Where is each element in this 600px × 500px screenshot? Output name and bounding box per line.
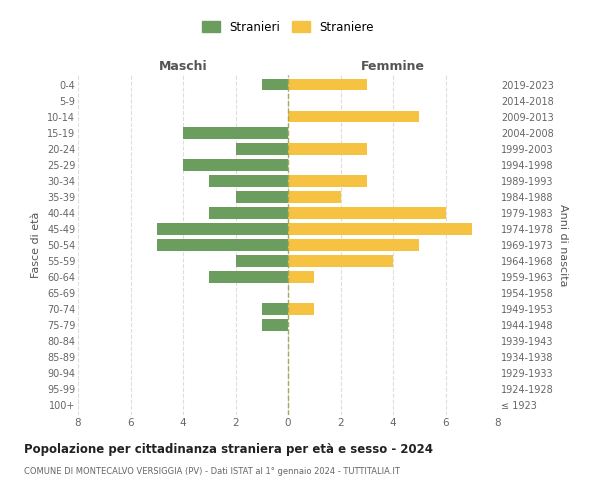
Text: Maschi: Maschi	[158, 60, 208, 74]
Bar	[262, 320, 288, 331]
Bar	[288, 223, 472, 234]
Bar	[209, 207, 288, 218]
Bar	[288, 79, 367, 90]
Text: COMUNE DI MONTECALVO VERSIGGIA (PV) - Dati ISTAT al 1° gennaio 2024 - TUTTITALIA: COMUNE DI MONTECALVO VERSIGGIA (PV) - Da…	[24, 468, 400, 476]
Y-axis label: Anni di nascita: Anni di nascita	[557, 204, 568, 286]
Bar	[235, 256, 288, 267]
Bar	[288, 239, 419, 251]
Bar	[209, 272, 288, 283]
Bar	[288, 175, 367, 186]
Bar	[235, 143, 288, 154]
Bar	[262, 79, 288, 90]
Bar	[288, 304, 314, 315]
Bar	[183, 127, 288, 138]
Bar	[288, 272, 314, 283]
Bar	[235, 191, 288, 202]
Bar	[288, 143, 367, 154]
Bar	[288, 256, 393, 267]
Text: Popolazione per cittadinanza straniera per età e sesso - 2024: Popolazione per cittadinanza straniera p…	[24, 442, 433, 456]
Bar	[209, 175, 288, 186]
Bar	[288, 111, 419, 122]
Legend: Stranieri, Straniere: Stranieri, Straniere	[197, 16, 379, 38]
Bar	[157, 223, 288, 234]
Bar	[288, 191, 341, 202]
Bar	[157, 239, 288, 251]
Text: Femmine: Femmine	[361, 60, 425, 74]
Bar	[288, 207, 445, 218]
Bar	[262, 304, 288, 315]
Bar	[183, 159, 288, 170]
Y-axis label: Fasce di età: Fasce di età	[31, 212, 41, 278]
